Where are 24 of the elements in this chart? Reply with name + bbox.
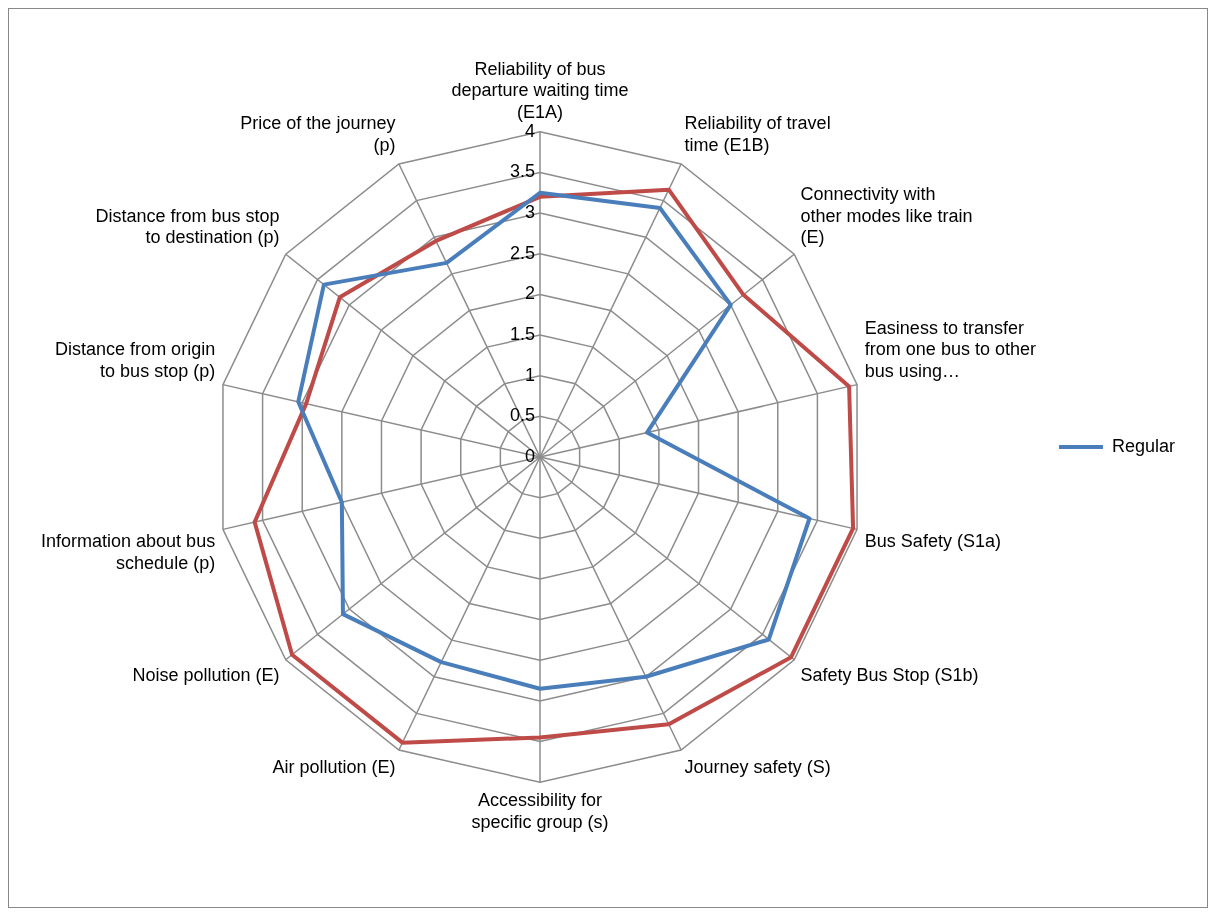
spoke-label: Journey safety (S) (684, 756, 831, 777)
y-tick-label: 3.5 (509, 161, 535, 182)
spoke-label: Information about bus schedule (p) (41, 530, 216, 573)
y-tick-label: 1 (524, 364, 535, 385)
y-tick-label: 0 (524, 445, 535, 466)
spoke-label: Air pollution (E) (272, 756, 396, 777)
spoke-label: Safety Bus Stop (S1b) (800, 664, 979, 685)
spoke-label: Accessibility for specific group (s) (471, 789, 609, 832)
spoke-label: Distance from bus stop to destination (p) (95, 205, 280, 248)
spoke-label: Distance from origin to bus stop (p) (55, 339, 216, 382)
y-tick-label: 3 (524, 202, 535, 223)
y-tick-label: 2.5 (509, 242, 535, 263)
y-tick-label: 2 (524, 283, 535, 304)
legend-label: Regular (1111, 435, 1176, 456)
spoke-label: Easiness to transfer from one bus to other bus using… (864, 317, 1036, 382)
spoke-label: Reliability of bus departure waiting time (E1A) (451, 58, 629, 122)
y-tick-label: 4 (524, 120, 535, 141)
spoke-label: Reliability of travel time (E1B) (684, 113, 831, 155)
spoke-label: Price of the journey (p) (240, 113, 396, 155)
spoke-label: Bus Safety (S1a) (864, 530, 1001, 551)
y-tick-label: 1.5 (509, 324, 535, 345)
y-tick-label: 0.5 (509, 405, 535, 426)
spoke-label: Noise pollution (E) (132, 664, 280, 685)
spoke-label: Connectivity with other modes like train (E) (800, 184, 973, 248)
